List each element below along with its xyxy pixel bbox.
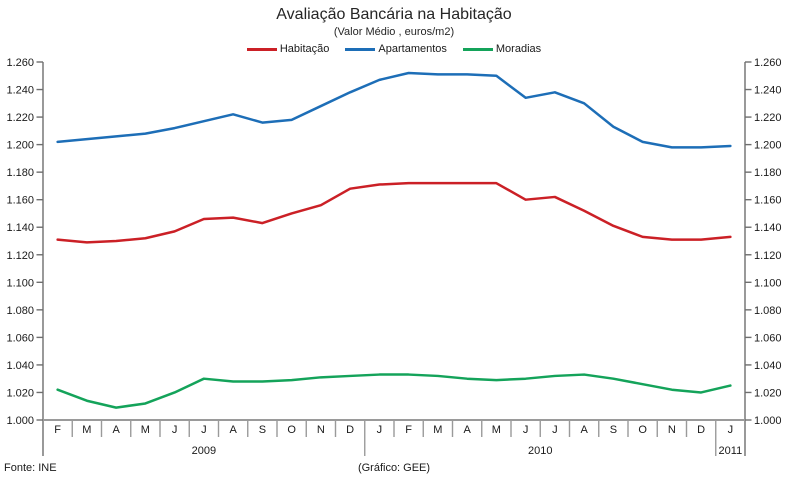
y-axis-label-right: 1.100 — [754, 277, 782, 289]
y-axis-label-left: 1.260 — [6, 57, 34, 69]
y-axis-label-left: 1.200 — [6, 140, 34, 152]
legend-line-swatch — [345, 47, 376, 51]
x-axis-month-label: F — [54, 424, 61, 436]
x-axis-month-label: J — [728, 424, 734, 436]
legend-item: Moradias — [462, 43, 542, 55]
y-axis-label-right: 1.200 — [754, 140, 782, 152]
x-axis-year-label: 2010 — [528, 445, 552, 457]
y-axis-label-left: 1.160 — [6, 195, 34, 207]
x-axis-year-label: 2011 — [719, 445, 743, 457]
y-axis-label-right: 1.060 — [754, 332, 782, 344]
chart-legend: Habitação Apartamentos Moradias — [0, 43, 788, 55]
y-axis-label-left: 1.220 — [6, 112, 34, 124]
x-axis-month-label: S — [259, 424, 266, 436]
y-axis-label-right: 1.180 — [754, 167, 782, 179]
x-axis-month-label: A — [229, 424, 237, 436]
y-axis-label-left: 1.080 — [6, 305, 34, 317]
legend-line-swatch — [462, 47, 493, 51]
source-note: Fonte: INE — [4, 462, 57, 474]
y-axis-label-left: 1.020 — [6, 387, 34, 399]
x-axis-month-label: M — [433, 424, 442, 436]
y-axis-label-left: 1.180 — [6, 167, 34, 179]
x-axis-month-label: J — [377, 424, 383, 436]
chart-title: Avaliação Bancária na Habitação — [276, 6, 512, 23]
x-axis-month-label: J — [172, 424, 178, 436]
x-axis-month-label: S — [610, 424, 617, 436]
legend-item: Habitação — [246, 43, 330, 55]
y-axis-label-left: 1.140 — [6, 222, 34, 234]
series-line-habitacao — [56, 181, 732, 244]
legend-label: Habitação — [279, 43, 330, 55]
y-axis-label-left: 1.120 — [6, 250, 34, 262]
series-line-moradias — [56, 373, 732, 409]
x-axis-month-label: O — [287, 424, 296, 436]
x-axis-month-label: D — [346, 424, 354, 436]
y-axis-label-right: 1.220 — [754, 112, 782, 124]
y-axis-label-left: 1.100 — [6, 277, 34, 289]
x-axis-month-label: A — [112, 424, 120, 436]
series-line-apartamentos — [56, 71, 732, 149]
x-axis-month-label: D — [697, 424, 705, 436]
y-axis-label-right: 1.260 — [754, 57, 782, 69]
y-axis-label-right: 1.020 — [754, 387, 782, 399]
x-axis-month-label: M — [82, 424, 91, 436]
y-axis-label-right: 1.140 — [754, 222, 782, 234]
legend-line-swatch — [246, 47, 277, 51]
y-axis-label-right: 1.080 — [754, 305, 782, 317]
x-axis-month-label: O — [638, 424, 647, 436]
y-axis-label-left: 1.060 — [6, 332, 34, 344]
x-axis-month-label: A — [463, 424, 471, 436]
legend-label: Apartamentos — [378, 43, 447, 55]
y-axis-label-right: 1.160 — [754, 195, 782, 207]
y-axis-label-right: 1.240 — [754, 85, 782, 97]
x-axis-month-label: N — [668, 424, 676, 436]
y-axis-label-right: 1.040 — [754, 360, 782, 372]
x-axis-month-label: M — [492, 424, 501, 436]
y-axis-label-right: 1.120 — [754, 250, 782, 262]
y-axis-label-left: 1.040 — [6, 360, 34, 372]
x-axis-month-label: J — [201, 424, 207, 436]
x-axis-month-label: J — [523, 424, 529, 436]
x-axis-year-label: 2009 — [192, 445, 216, 457]
x-axis-month-label: F — [405, 424, 412, 436]
x-axis-month-label: A — [580, 424, 588, 436]
x-axis-month-label: N — [317, 424, 325, 436]
chart-subtitle: (Valor Médio , euros/m2) — [333, 26, 455, 38]
y-axis-label-left: 1.240 — [6, 85, 34, 97]
y-axis-label-left: 1.000 — [6, 415, 34, 427]
y-axis-label-right: 1.000 — [754, 415, 782, 427]
legend-label: Moradias — [495, 43, 542, 55]
credit-note: (Gráfico: GEE) — [357, 462, 431, 474]
legend-item: Apartamentos — [345, 43, 447, 55]
x-axis-month-label: M — [141, 424, 150, 436]
x-axis-month-label: J — [552, 424, 558, 436]
